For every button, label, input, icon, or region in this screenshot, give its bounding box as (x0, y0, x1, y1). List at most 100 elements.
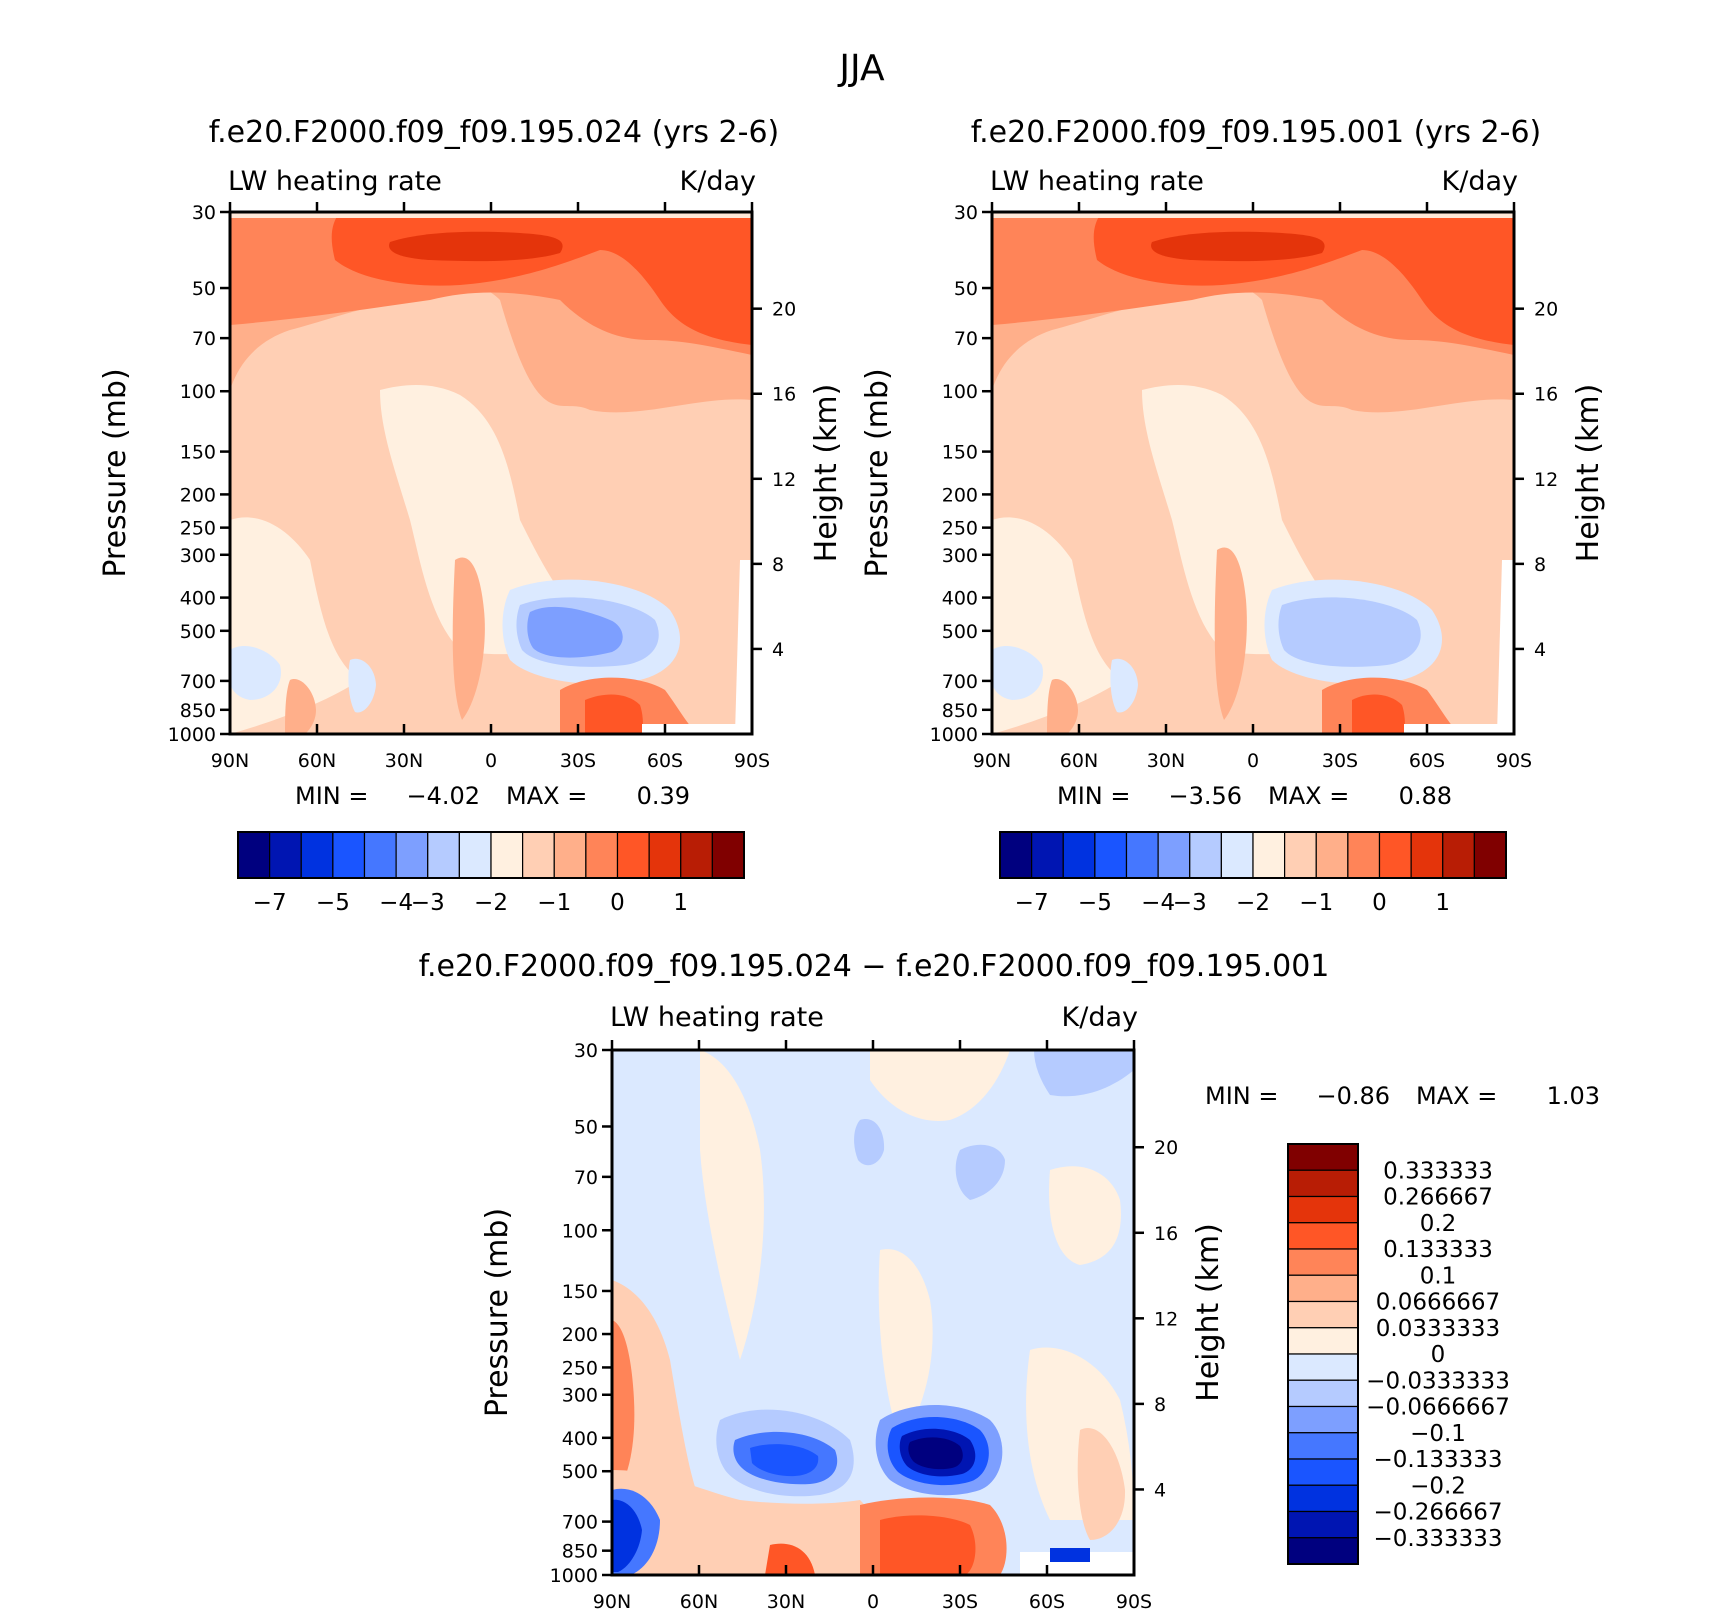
panel-3-left-label: LW heating rate (610, 1002, 824, 1033)
colorbar-swatch (1031, 831, 1064, 879)
field-region (585, 694, 643, 734)
colorbar-swatch (1473, 831, 1507, 879)
x-tick-label: 90S (1496, 750, 1532, 772)
colorbar-label: 0.1 (1420, 1263, 1457, 1289)
colorbar-swatch (237, 831, 271, 879)
y-right-tick-label: 12 (772, 469, 796, 491)
y-tick-label: 70 (574, 1167, 598, 1189)
y-tick-label: 100 (562, 1220, 598, 1242)
panel-1-min-value: −4.02 (406, 782, 480, 810)
y-tick-label: 850 (562, 1541, 598, 1563)
field-region (612, 1470, 884, 1575)
y-right-tick-label: 4 (772, 639, 784, 661)
field-region (348, 658, 376, 713)
colorbar-swatch (458, 831, 492, 879)
y-right-tick-label: 16 (1154, 1223, 1178, 1245)
colorbar-swatch (1287, 1222, 1359, 1250)
field-region (955, 1144, 1005, 1200)
y-right-tick-label: 20 (1534, 299, 1558, 321)
colorbar-label: 1 (673, 890, 688, 916)
x-tick-label: 60S (1409, 750, 1445, 772)
y-tick-label: 70 (954, 328, 978, 350)
colorbar-swatch (1287, 1274, 1359, 1303)
colorbar-swatch (1287, 1379, 1359, 1408)
panel-2-max-value: 0.88 (1399, 782, 1452, 810)
field-region (1077, 1428, 1126, 1540)
colorbar-label: −4 (1141, 890, 1175, 916)
y-right-tick-label: 20 (1154, 1137, 1178, 1159)
colorbar-swatch (1252, 831, 1286, 879)
panel-2-min-value: −3.56 (1168, 782, 1242, 810)
x-tick-label: 30N (385, 750, 423, 772)
colorbar-swatch (1287, 1353, 1359, 1381)
x-tick-label: 90N (593, 1591, 631, 1611)
colorbar-label: 0.133333 (1383, 1237, 1493, 1263)
y-tick-label: 300 (942, 545, 978, 567)
y-tick-label: 1000 (168, 724, 216, 746)
colorbar-swatch (1287, 1432, 1359, 1460)
field-region (854, 1119, 885, 1166)
y-axis-right-label: Height (km) (809, 384, 844, 563)
y-tick-label: 300 (562, 1385, 598, 1407)
panel-3-right-label: K/day (1062, 1002, 1138, 1033)
x-tick-label: 60N (1060, 750, 1098, 772)
y-right-tick-label: 16 (772, 384, 796, 406)
field-region (230, 212, 752, 345)
x-tick-label: 0 (867, 1591, 879, 1611)
field-region (1110, 658, 1138, 713)
y-tick-label: 850 (180, 700, 216, 722)
colorbar-swatch (300, 831, 334, 879)
colorbar-swatch (1094, 831, 1128, 879)
y-tick-label: 1000 (550, 1565, 598, 1587)
y-tick-label: 500 (180, 621, 216, 643)
colorbar-swatch (1062, 831, 1096, 879)
field-region (878, 1249, 933, 1440)
panel-3-min-value: −0.86 (1316, 1082, 1390, 1110)
colorbar-frame (999, 831, 1507, 879)
colorbar-label: −4 (379, 890, 413, 916)
y-tick-label: 500 (562, 1461, 598, 1483)
colorbar-swatch (1287, 1327, 1359, 1355)
colorbar-swatch (1315, 831, 1349, 879)
colorbar-label: −3 (1173, 890, 1207, 916)
field-region (285, 679, 316, 734)
y-tick-label: 70 (192, 328, 216, 350)
colorbar-swatch (1284, 831, 1317, 879)
y-tick-label: 150 (942, 442, 978, 464)
y-tick-label: 700 (562, 1512, 598, 1534)
field-region (1049, 1166, 1121, 1265)
field-missing (1404, 724, 1514, 734)
colorbar-swatch (1287, 1195, 1359, 1224)
field-region (1047, 679, 1078, 734)
x-tick-label: 0 (485, 750, 497, 772)
panel-1-left-label: LW heating rate (228, 166, 442, 197)
x-tick-label: 90S (1116, 1591, 1152, 1611)
panel-2-max-label: MAX = (1268, 782, 1349, 810)
colorbar-swatch (1287, 1143, 1359, 1171)
field-region (612, 1280, 700, 1520)
colorbar-swatch (999, 831, 1033, 879)
y-tick-label: 200 (942, 484, 978, 506)
colorbar-swatch (1189, 831, 1222, 879)
colorbar-label: −0.333333 (1373, 1526, 1502, 1552)
y-tick-label: 200 (180, 484, 216, 506)
field-missing (1497, 560, 1514, 734)
y-tick-label: 1000 (930, 724, 978, 746)
y-tick-label: 250 (180, 518, 216, 540)
panel-1-max-value: 0.39 (637, 782, 690, 810)
y-right-tick-label: 8 (772, 554, 784, 576)
y-tick-label: 400 (562, 1428, 598, 1450)
colorbar-label: 0 (1372, 890, 1387, 916)
colorbar-swatch (332, 831, 366, 879)
y-tick-label: 50 (954, 278, 978, 300)
colorbar-label: −5 (1078, 890, 1112, 916)
colorbar-label: −1 (537, 890, 571, 916)
field-region (1151, 231, 1325, 262)
panel-3-max-label: MAX = (1416, 1082, 1497, 1110)
colorbar-label: 0.2 (1420, 1211, 1457, 1237)
field-region (612, 1499, 642, 1572)
field-region (1278, 597, 1421, 667)
colorbar-swatch (1157, 831, 1191, 879)
y-tick-label: 30 (192, 202, 216, 224)
